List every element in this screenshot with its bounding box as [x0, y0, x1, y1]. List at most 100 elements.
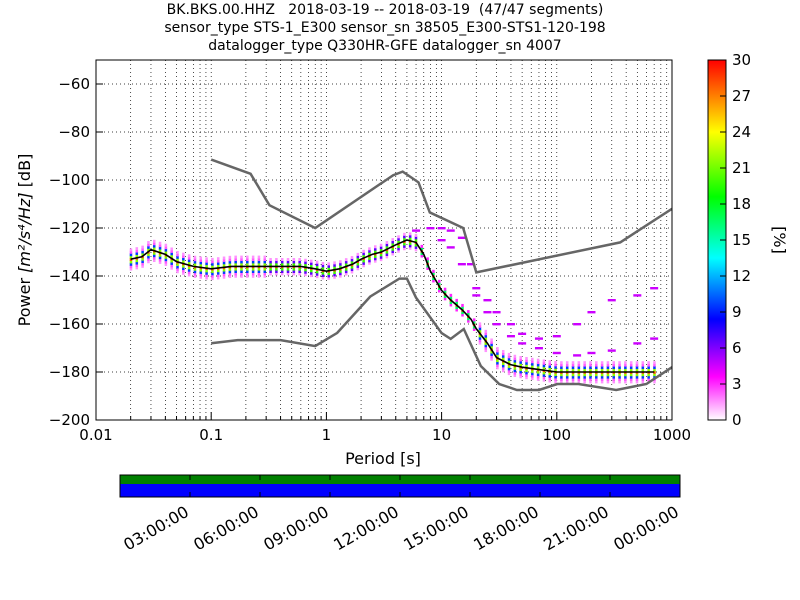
psd-cell	[653, 368, 656, 372]
psd-cell	[135, 259, 139, 263]
psd-cell	[641, 368, 645, 372]
psd-cell	[280, 262, 284, 266]
psd-cell	[286, 262, 290, 266]
psd-cell	[618, 380, 621, 384]
outlier-cell	[472, 287, 481, 290]
psd-cell	[187, 271, 191, 275]
psd-cell	[246, 274, 249, 278]
psd-cell	[647, 378, 650, 381]
psd-cell	[228, 270, 232, 274]
psd-cell	[304, 263, 307, 267]
psd-cell	[170, 266, 173, 270]
psd-cell	[199, 268, 203, 272]
psd-cell	[339, 265, 342, 269]
psd-cell	[344, 270, 348, 274]
psd-cell	[339, 274, 342, 278]
psd-cell	[635, 373, 639, 377]
psd-cell	[507, 357, 511, 361]
psd-cell	[606, 375, 610, 379]
psd-cell	[624, 368, 627, 372]
psd-cell	[356, 252, 360, 256]
psd-cell	[554, 365, 557, 369]
psd-cell	[420, 247, 424, 251]
psd-cell	[536, 370, 540, 374]
psd-cell	[414, 233, 418, 237]
outlier-cell	[506, 335, 515, 338]
psd-cell	[275, 260, 278, 264]
timeline-tick-label: 09:00:00	[260, 502, 332, 554]
psd-cell	[280, 267, 284, 271]
y-tick-label: −100	[49, 171, 90, 189]
psd-cell	[205, 264, 208, 268]
psd-cell	[565, 378, 569, 381]
psd-cell	[304, 261, 307, 265]
psd-cell	[519, 368, 522, 372]
psd-cell	[158, 260, 162, 264]
psd-cell	[263, 255, 267, 259]
psd-cell	[600, 366, 604, 369]
psd-cell	[426, 259, 429, 263]
timeline-tick-label: 21:00:00	[540, 502, 612, 554]
psd-cell	[583, 366, 586, 369]
psd-cell	[257, 262, 261, 266]
outlier-cell	[573, 323, 582, 326]
psd-cell	[496, 347, 499, 351]
psd-cell	[536, 377, 540, 381]
psd-cell	[606, 361, 610, 365]
psd-cell	[170, 264, 173, 268]
psd-cell	[158, 248, 162, 252]
psd-cell	[519, 375, 522, 379]
psd-cell	[583, 378, 586, 381]
psd-cell	[263, 258, 267, 261]
psd-cell	[251, 262, 255, 266]
colorbar-tick-label: 0	[732, 411, 742, 429]
psd-cell	[612, 378, 616, 381]
psd-cell	[496, 361, 499, 365]
psd-cell	[513, 369, 517, 373]
psd-cell	[379, 255, 383, 259]
psd-cell	[152, 256, 156, 260]
psd-cell	[600, 373, 604, 377]
psd-cell	[147, 243, 150, 247]
psd-cell	[484, 337, 488, 341]
psd-cell	[216, 262, 220, 266]
psd-cell	[461, 313, 464, 317]
psd-cell	[531, 377, 534, 381]
psd-cell	[333, 263, 336, 267]
psd-cell	[455, 306, 458, 310]
psd-cell	[158, 241, 162, 245]
psd-cell	[507, 369, 511, 373]
psd-cell	[211, 260, 214, 264]
psd-cell	[222, 273, 226, 277]
psd-cell	[222, 261, 226, 265]
psd-cell	[647, 363, 650, 367]
psd-cell	[531, 357, 534, 361]
psd-cell	[228, 275, 232, 279]
x-tick-label: 0.1	[199, 426, 223, 444]
psd-cell	[443, 294, 447, 298]
psd-cell	[251, 267, 255, 271]
psd-cell	[176, 255, 179, 259]
psd-cell	[647, 368, 650, 372]
psd-cell	[635, 378, 639, 381]
psd-cell	[234, 258, 237, 261]
psd-cell	[560, 380, 563, 384]
psd-cell	[548, 360, 552, 364]
psd-cell	[577, 368, 581, 372]
psd-cell	[158, 253, 162, 257]
psd-cell	[653, 361, 656, 365]
psd-cell	[269, 272, 272, 276]
psd-cell	[350, 268, 354, 272]
psd-cell	[158, 256, 162, 260]
psd-cell	[577, 361, 581, 365]
psd-cell	[583, 380, 586, 384]
psd-cell	[612, 363, 616, 367]
colorbar-tick-label: 30	[732, 51, 751, 69]
psd-cell	[356, 257, 360, 261]
psd-cell	[257, 260, 261, 264]
psd-cell	[647, 375, 650, 379]
psd-cell	[618, 378, 621, 381]
psd-cell	[216, 276, 220, 280]
psd-cell	[379, 248, 383, 252]
psd-cell	[141, 264, 144, 268]
